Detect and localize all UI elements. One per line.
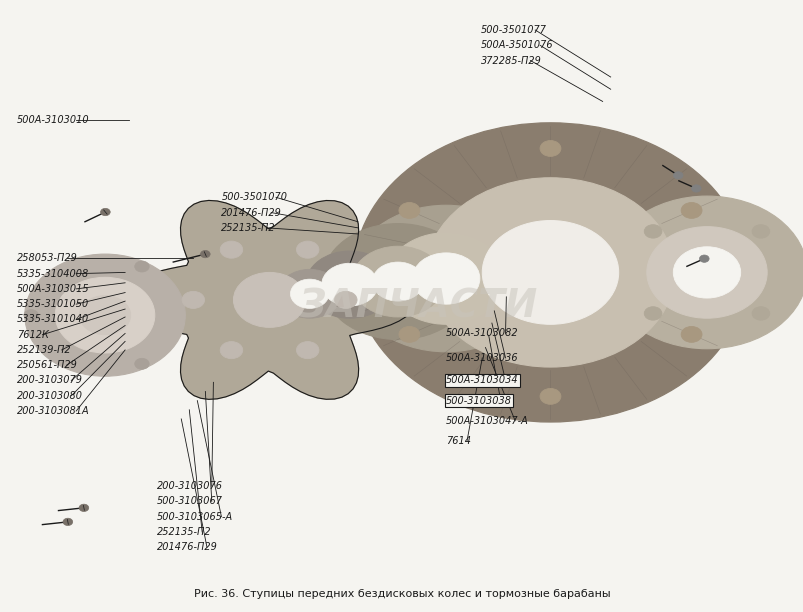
Circle shape <box>321 223 474 340</box>
Circle shape <box>25 254 185 376</box>
Text: 500А-3103047-А: 500А-3103047-А <box>446 416 528 426</box>
Circle shape <box>220 241 243 258</box>
Circle shape <box>351 246 444 317</box>
Circle shape <box>691 185 700 192</box>
Text: 500А-3501076: 500А-3501076 <box>480 40 552 50</box>
Text: Рис. 36. Ступицы передних бездисковых колес и тормозные барабаны: Рис. 36. Ступицы передних бездисковых ко… <box>194 589 609 599</box>
Circle shape <box>220 341 243 359</box>
Circle shape <box>680 326 701 342</box>
Circle shape <box>79 296 131 335</box>
Text: 500-3501077: 500-3501077 <box>480 25 546 35</box>
Text: 500-3103067: 500-3103067 <box>157 496 223 506</box>
Circle shape <box>606 196 803 349</box>
Circle shape <box>353 123 746 422</box>
Circle shape <box>398 203 419 218</box>
Circle shape <box>233 272 305 327</box>
Circle shape <box>643 307 661 320</box>
Circle shape <box>540 389 560 405</box>
Circle shape <box>372 262 423 301</box>
Circle shape <box>751 225 768 238</box>
Circle shape <box>305 251 393 318</box>
Circle shape <box>334 291 357 308</box>
Circle shape <box>426 177 674 367</box>
Polygon shape <box>123 201 416 400</box>
Circle shape <box>100 208 110 215</box>
Text: 500А-3103036: 500А-3103036 <box>446 353 518 363</box>
Text: 7612К: 7612К <box>17 330 48 340</box>
Text: 250561-П29: 250561-П29 <box>17 360 78 370</box>
Text: 200-3103080: 200-3103080 <box>17 390 83 401</box>
Circle shape <box>673 172 683 179</box>
Circle shape <box>540 141 560 157</box>
Circle shape <box>296 241 319 258</box>
Circle shape <box>349 205 542 352</box>
Text: 252139-П2: 252139-П2 <box>17 345 71 355</box>
Text: 200-3103081А: 200-3103081А <box>17 406 89 416</box>
Text: 200-3103079: 200-3103079 <box>17 376 83 386</box>
Circle shape <box>63 518 72 526</box>
Text: 200-3103076: 200-3103076 <box>157 481 223 491</box>
Text: 500А-3103034: 500А-3103034 <box>446 376 518 386</box>
Text: 5335-3104008: 5335-3104008 <box>17 269 89 278</box>
Text: 500А-3103010: 500А-3103010 <box>17 115 89 125</box>
Text: 500А-3103015: 500А-3103015 <box>17 284 89 294</box>
Circle shape <box>135 261 149 272</box>
Circle shape <box>643 225 661 238</box>
Circle shape <box>699 255 708 263</box>
Circle shape <box>277 269 341 318</box>
Text: 500-3103038: 500-3103038 <box>446 395 512 406</box>
Circle shape <box>135 358 149 369</box>
Circle shape <box>181 291 204 308</box>
Circle shape <box>385 233 506 324</box>
Text: 201476-П29: 201476-П29 <box>221 207 282 218</box>
Text: 7614: 7614 <box>446 436 471 446</box>
Circle shape <box>672 247 740 298</box>
Text: 500-3103065-А: 500-3103065-А <box>157 512 233 521</box>
Circle shape <box>55 277 155 353</box>
Circle shape <box>79 504 88 512</box>
Circle shape <box>680 203 701 218</box>
Circle shape <box>296 341 319 359</box>
Text: 5335-3101050: 5335-3101050 <box>17 299 89 309</box>
Circle shape <box>412 253 479 304</box>
Circle shape <box>751 307 768 320</box>
Circle shape <box>398 326 419 342</box>
Text: 500А-3103082: 500А-3103082 <box>446 329 518 338</box>
Text: ЗАПЧАСТИ: ЗАПЧАСТИ <box>298 287 537 325</box>
Text: 201476-П29: 201476-П29 <box>157 542 218 552</box>
Circle shape <box>24 310 39 321</box>
Circle shape <box>482 220 618 324</box>
Text: 258053-П29: 258053-П29 <box>17 253 78 263</box>
Circle shape <box>200 250 210 258</box>
Text: 372285-П29: 372285-П29 <box>480 56 541 65</box>
Circle shape <box>290 279 328 308</box>
Circle shape <box>646 226 766 318</box>
Text: 5335-3101040: 5335-3101040 <box>17 315 89 324</box>
Text: 252135-П2: 252135-П2 <box>221 223 275 233</box>
Text: 500-3501070: 500-3501070 <box>221 192 287 203</box>
Text: 252135-П2: 252135-П2 <box>157 527 211 537</box>
Circle shape <box>321 263 377 306</box>
